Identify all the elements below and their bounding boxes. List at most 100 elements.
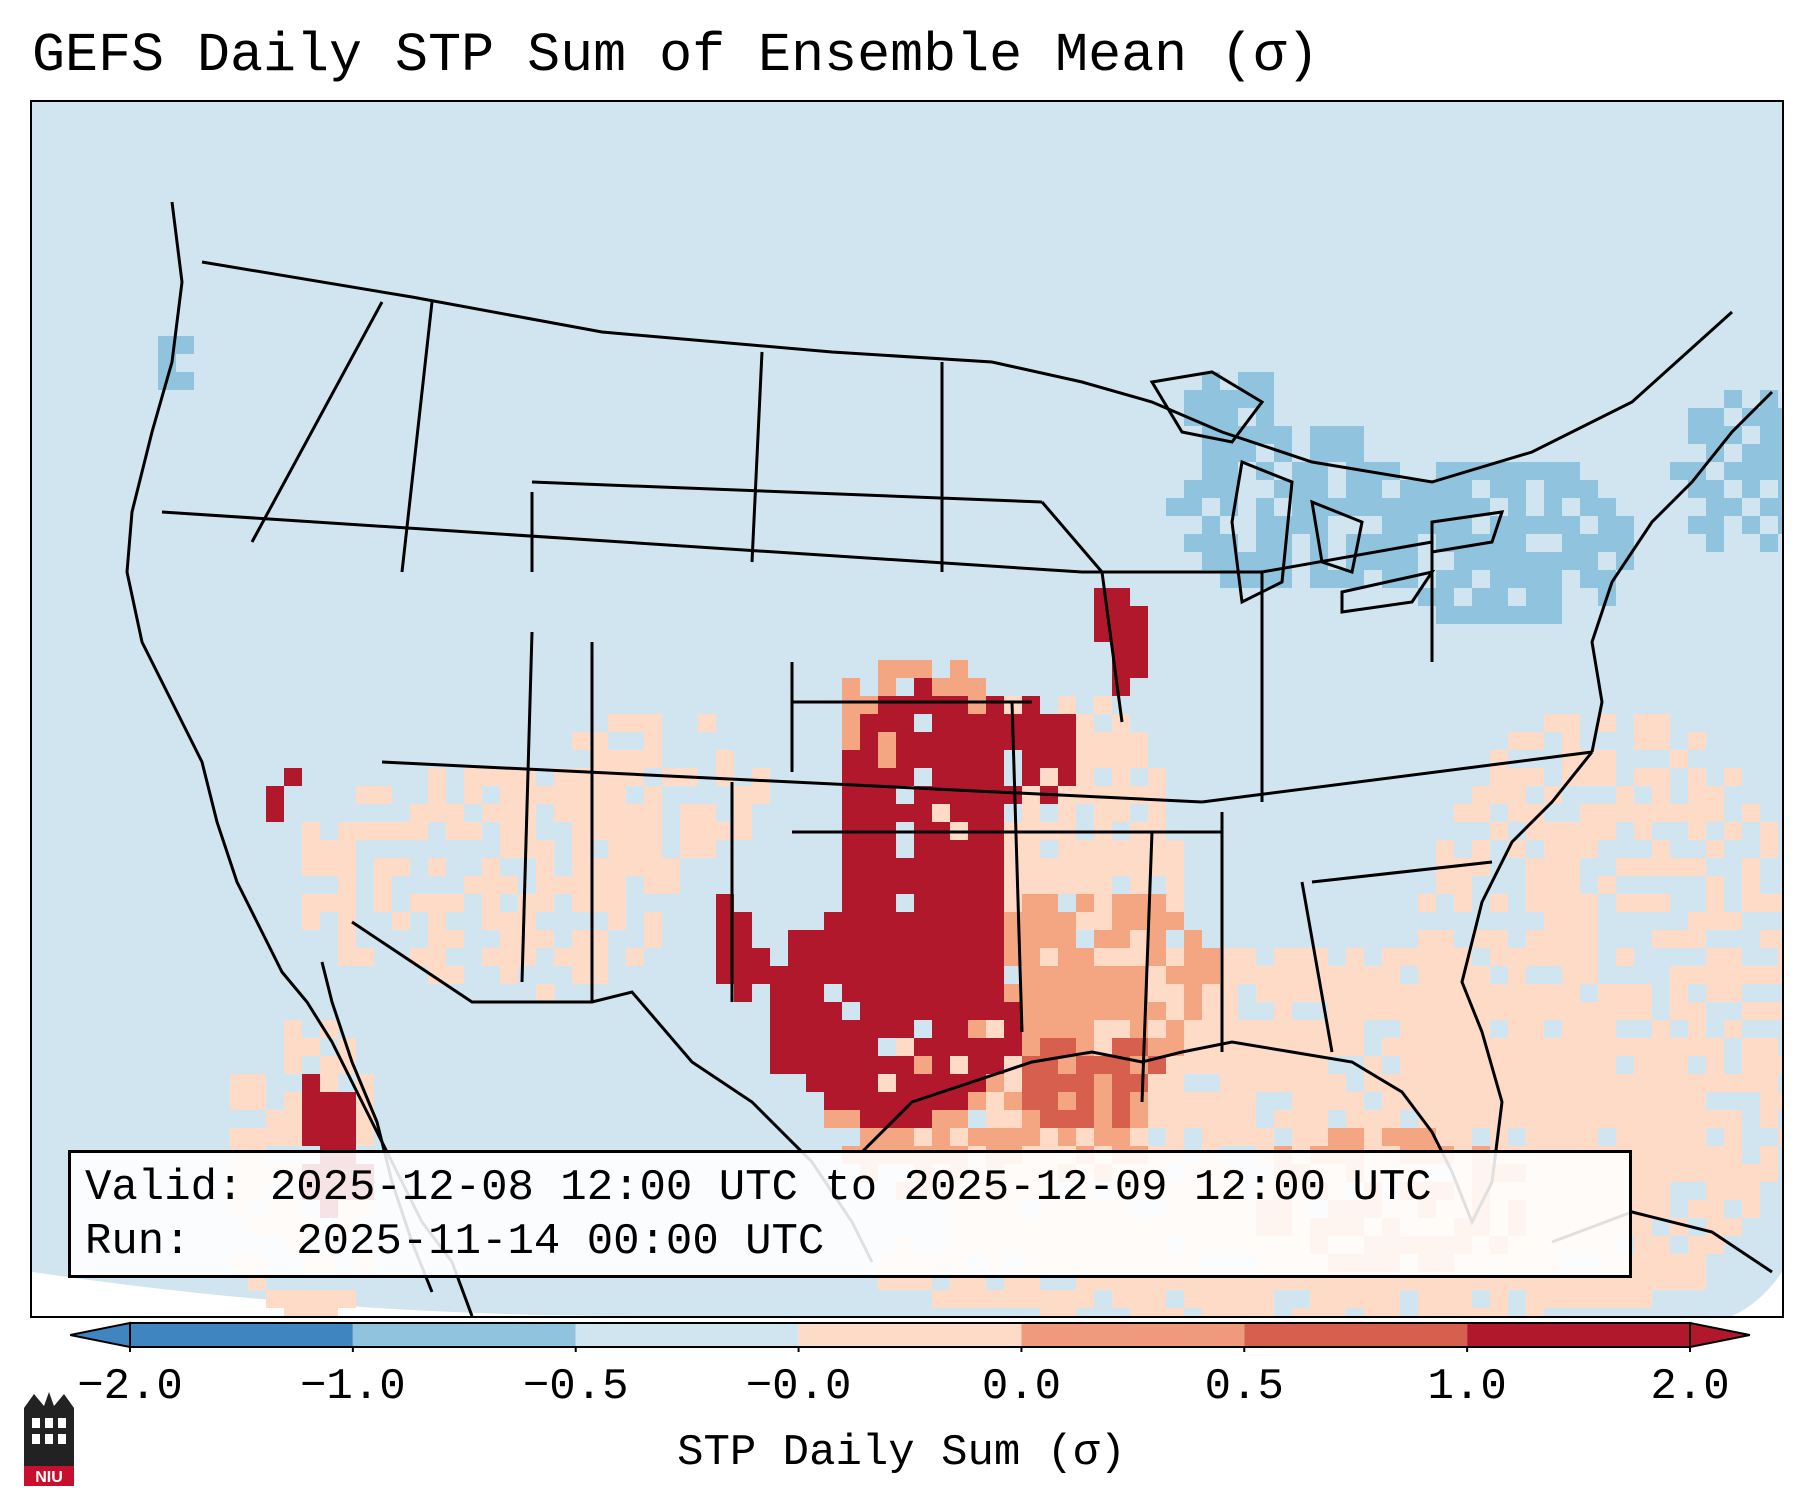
anomaly-cell: [1238, 552, 1256, 570]
map-panel: [30, 100, 1784, 1318]
anomaly-cell: [932, 678, 950, 696]
anomaly-cell: [842, 696, 860, 714]
anomaly-cell: [1688, 1164, 1706, 1182]
anomaly-cell: [1472, 858, 1490, 876]
anomaly-cell: [950, 1038, 968, 1056]
anomaly-cell: [734, 822, 752, 840]
anomaly-cell: [1094, 696, 1112, 714]
anomaly-cell: [1616, 1290, 1634, 1308]
anomaly-cell: [1544, 552, 1562, 570]
anomaly-cell: [950, 660, 968, 678]
anomaly-cell: [986, 1290, 1004, 1308]
anomaly-cell: [1094, 1092, 1112, 1110]
anomaly-cell: [1490, 462, 1508, 480]
anomaly-cell: [914, 750, 932, 768]
anomaly-cell: [374, 858, 392, 876]
anomaly-cell: [500, 930, 518, 948]
anomaly-cell: [842, 714, 860, 732]
validity-info-box: Valid: 2025-12-08 12:00 UTC to 2025-12-0…: [68, 1150, 1632, 1278]
anomaly-cell: [1526, 1056, 1544, 1074]
anomaly-cell: [1688, 1074, 1706, 1092]
anomaly-cell: [1706, 480, 1724, 498]
anomaly-cell: [1526, 588, 1544, 606]
anomaly-cell: [428, 930, 446, 948]
anomaly-cell: [878, 930, 896, 948]
anomaly-cell: [896, 1128, 914, 1146]
anomaly-cell: [1022, 804, 1040, 822]
anomaly-cell: [1148, 930, 1166, 948]
anomaly-cell: [842, 984, 860, 1002]
anomaly-cell: [1130, 624, 1148, 642]
anomaly-cell: [1418, 480, 1436, 498]
anomaly-cell: [464, 786, 482, 804]
anomaly-cell: [1256, 534, 1274, 552]
anomaly-cell: [1760, 1146, 1778, 1164]
anomaly-cell: [1436, 588, 1454, 606]
anomaly-cell: [572, 822, 590, 840]
anomaly-cell: [968, 984, 986, 1002]
anomaly-cell: [338, 840, 356, 858]
anomaly-cell: [554, 876, 572, 894]
anomaly-cell: [896, 768, 914, 786]
anomaly-cell: [1274, 1038, 1292, 1056]
anomaly-cell: [1652, 1128, 1670, 1146]
anomaly-cell: [1670, 930, 1688, 948]
anomaly-cell: [1490, 768, 1508, 786]
anomaly-cell: [824, 1056, 842, 1074]
anomaly-cell: [1562, 714, 1580, 732]
anomaly-cell: [1310, 1290, 1328, 1308]
anomaly-cell: [320, 894, 338, 912]
anomaly-cell: [950, 984, 968, 1002]
anomaly-cell: [590, 930, 608, 948]
anomaly-cell: [1238, 1074, 1256, 1092]
anomaly-cell: [932, 750, 950, 768]
anomaly-cell: [986, 1002, 1004, 1020]
anomaly-cell: [1112, 1002, 1130, 1020]
anomaly-cell: [1580, 1056, 1598, 1074]
anomaly-cell: [950, 1020, 968, 1038]
anomaly-cell: [1724, 1182, 1742, 1200]
anomaly-cell: [1148, 1038, 1166, 1056]
anomaly-cell: [1742, 408, 1760, 426]
anomaly-cell: [1148, 1110, 1166, 1128]
anomaly-cell: [1742, 516, 1760, 534]
anomaly-cell: [1580, 894, 1598, 912]
anomaly-cell: [572, 894, 590, 912]
anomaly-cell: [590, 822, 608, 840]
anomaly-cell: [626, 840, 644, 858]
anomaly-cell: [842, 750, 860, 768]
anomaly-cell: [1400, 1002, 1418, 1020]
anomaly-cell: [1130, 912, 1148, 930]
anomaly-cell: [932, 840, 950, 858]
anomaly-cell: [1130, 786, 1148, 804]
anomaly-cell: [1364, 1290, 1382, 1308]
anomaly-cell: [986, 750, 1004, 768]
anomaly-cell: [1112, 984, 1130, 1002]
anomaly-cell: [1544, 840, 1562, 858]
anomaly-cell: [806, 1074, 824, 1092]
anomaly-cell: [986, 804, 1004, 822]
anomaly-cell: [1544, 1074, 1562, 1092]
anomaly-cell: [1238, 1056, 1256, 1074]
anomaly-cell: [1724, 1128, 1742, 1146]
anomaly-cell: [896, 984, 914, 1002]
anomaly-cell: [1724, 1218, 1742, 1236]
anomaly-cell: [1544, 912, 1562, 930]
anomaly-cell: [1742, 858, 1760, 876]
anomaly-cell: [1022, 894, 1040, 912]
anomaly-cell: [1724, 426, 1742, 444]
anomaly-cell: [896, 1056, 914, 1074]
anomaly-cell: [1688, 426, 1706, 444]
anomaly-cell: [644, 750, 662, 768]
anomaly-cell: [914, 1038, 932, 1056]
anomaly-cell: [878, 714, 896, 732]
anomaly-cell: [1688, 966, 1706, 984]
anomaly-cell: [392, 912, 410, 930]
anomaly-cell: [536, 876, 554, 894]
anomaly-cell: [1202, 1020, 1220, 1038]
anomaly-cell: [518, 894, 536, 912]
anomaly-cell: [266, 804, 284, 822]
anomaly-cell: [1508, 1110, 1526, 1128]
anomaly-cell: [1040, 858, 1058, 876]
anomaly-cell: [1094, 804, 1112, 822]
